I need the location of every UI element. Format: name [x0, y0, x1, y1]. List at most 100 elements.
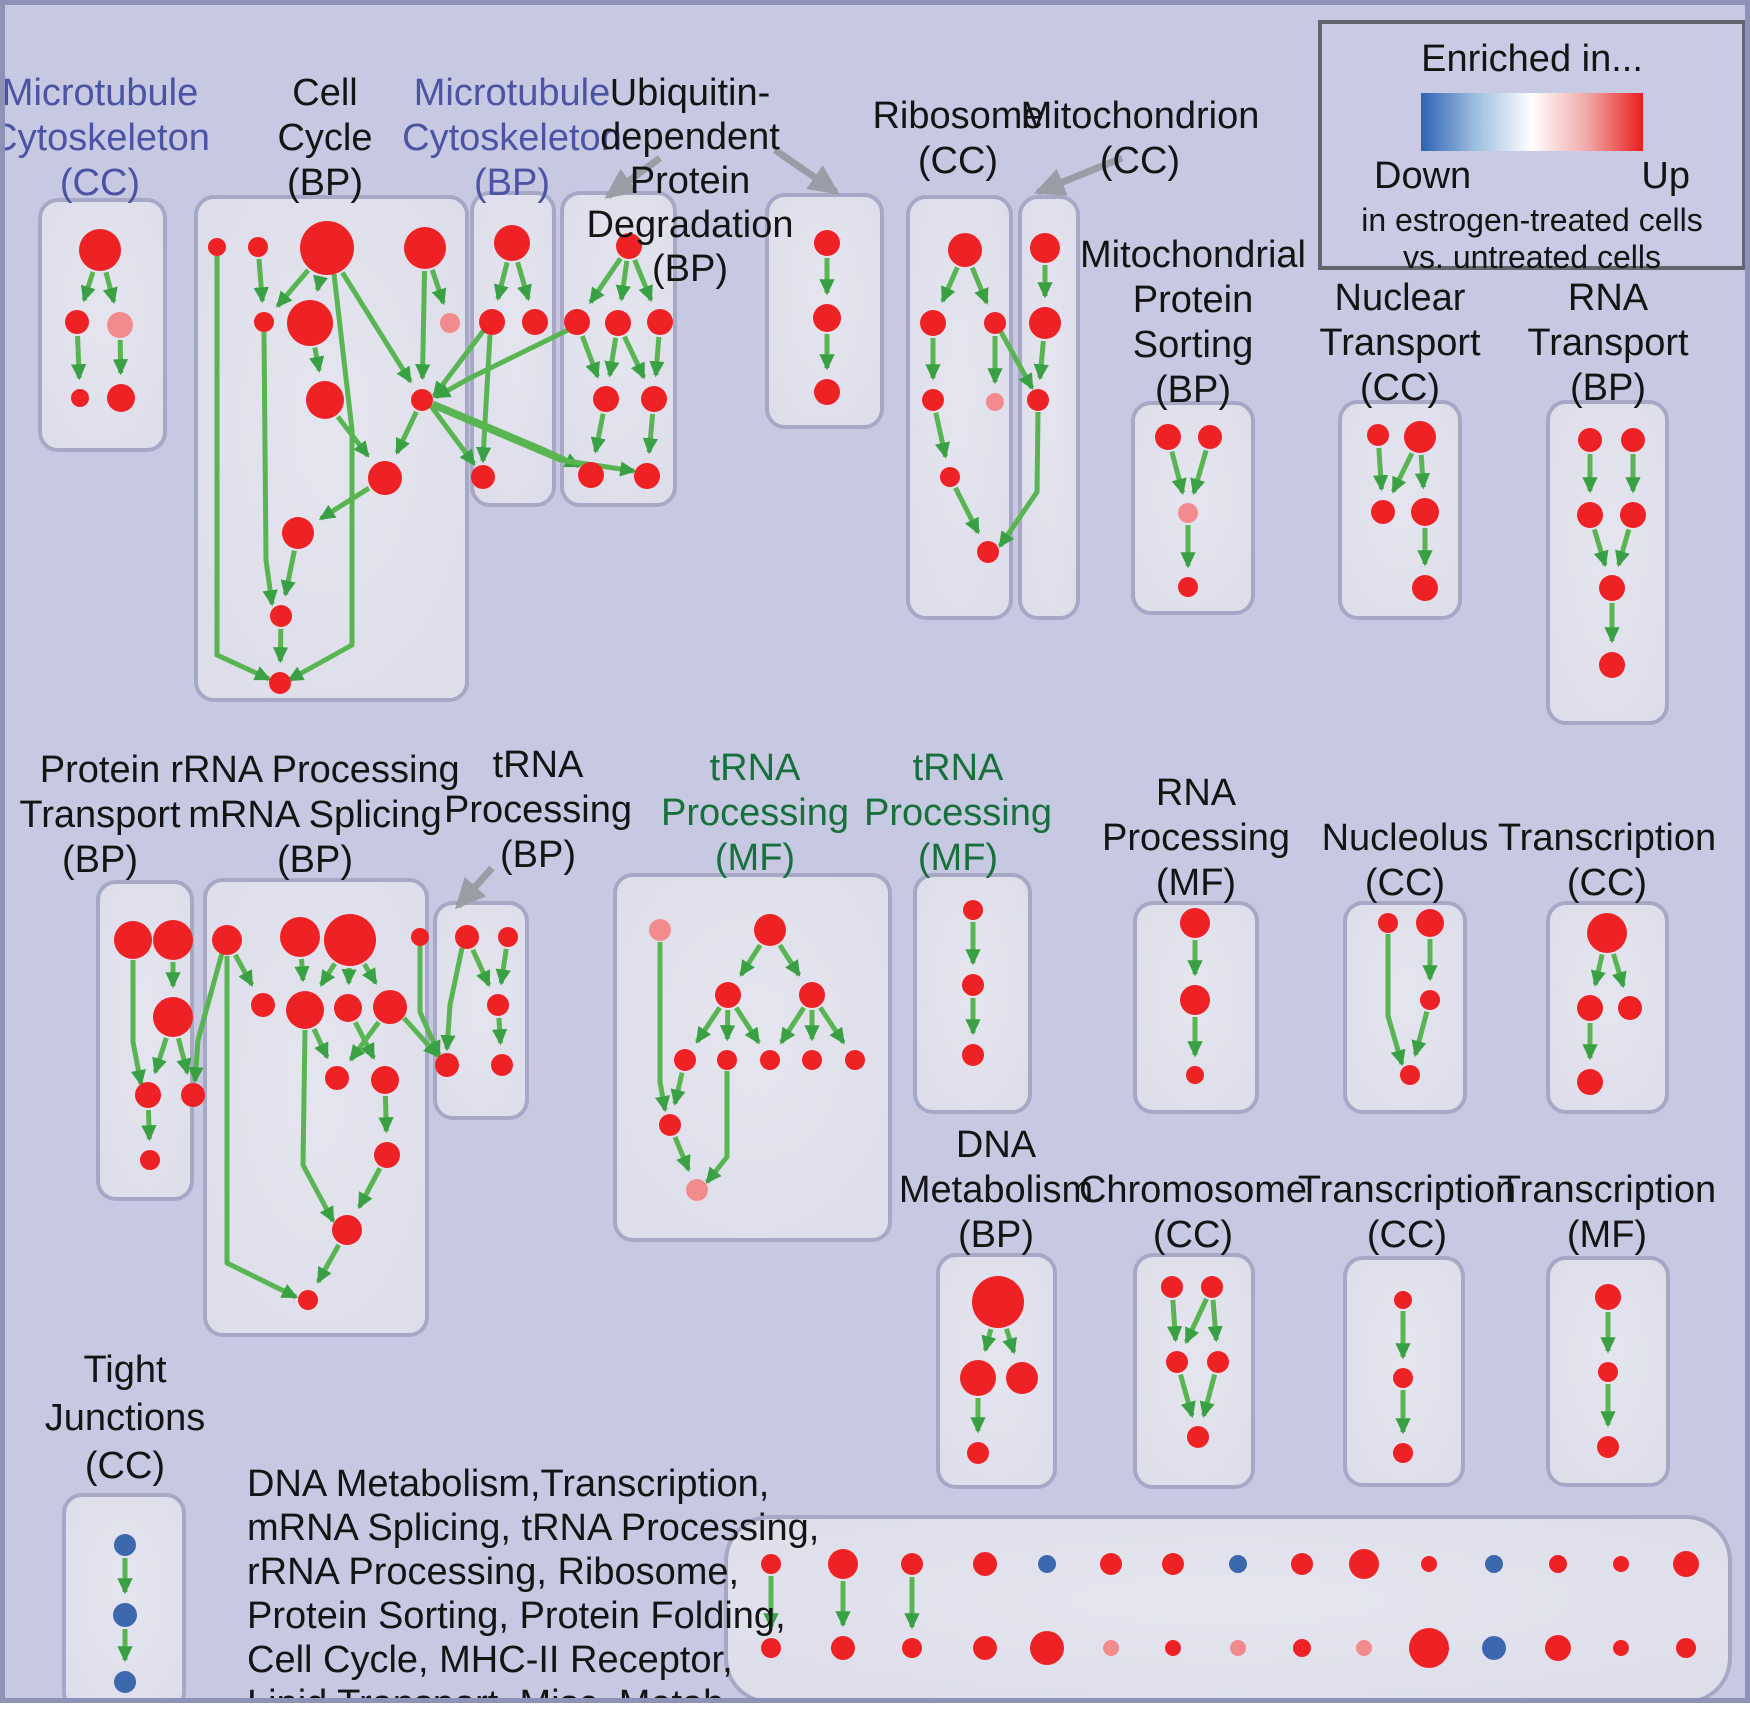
- mitochondrion-label-line-1: (CC): [1100, 140, 1180, 182]
- legend-down-label: Down: [1374, 155, 1472, 197]
- link-rrna-m4-to-trna-bl: [402, 1016, 440, 1058]
- node-cell-cycle-8: [411, 389, 433, 411]
- node-mito-protein-sorting-3: [1178, 577, 1198, 597]
- node-misc-clusters-3: [831, 1636, 855, 1660]
- node-misc-clusters-25: [1545, 1635, 1571, 1661]
- cell-cycle-label-line-0: Cell: [292, 72, 357, 114]
- trna-mf-2-label-line-0: tRNA: [913, 747, 1004, 789]
- node-cell-cycle-5: [287, 300, 333, 346]
- edge-trna-mf-1-2: [695, 1006, 722, 1044]
- node-transcription-mf-0: [1595, 1284, 1621, 1310]
- node-transcription-mf-1: [1598, 1362, 1618, 1382]
- legend-gradient-bar: [1421, 93, 1643, 151]
- node-dna-metabolism-0: [972, 1276, 1024, 1328]
- node-rrna-mrna-3: [411, 928, 429, 946]
- node-ubiquitin-degradation-1-6: [578, 462, 604, 488]
- node-rrna-mrna-9: [371, 1066, 399, 1094]
- node-chromosome-1: [1201, 1276, 1223, 1298]
- node-transcription-cc-1-3: [1577, 1069, 1603, 1095]
- node-trna-mf-1-7: [802, 1050, 822, 1070]
- node-tight-junctions-0: [114, 1534, 136, 1556]
- node-protein-transport-4: [181, 1083, 205, 1107]
- edge-ubiquitin-degradation-1-6: [649, 336, 665, 378]
- edge-microtubule-bp-1: [515, 261, 532, 302]
- node-nuclear-transport-4: [1412, 575, 1438, 601]
- node-ubiquitin-degradation-1-7: [634, 463, 660, 489]
- edge-rrna-mrna-9: [357, 1167, 383, 1210]
- node-misc-clusters-0: [761, 1554, 781, 1574]
- edge-nuclear-transport-1: [1390, 452, 1415, 494]
- edge-chromosome-1: [1184, 1297, 1209, 1345]
- edge-transcription-cc-1-1: [1611, 953, 1627, 989]
- nucleolus-label-line-1: (CC): [1365, 862, 1445, 904]
- edge-trna-mf-1-8: [655, 942, 671, 1113]
- protein-transport-label-line-2: (BP): [62, 839, 138, 881]
- edge-cell-cycle-12: [261, 331, 278, 607]
- node-misc-clusters-22: [1485, 1555, 1503, 1573]
- edge-cell-cycle-2: [275, 268, 311, 308]
- edge-microtubule-cc-2: [71, 335, 87, 381]
- dna-metabolism-label-line-1: Metabolism: [899, 1169, 1093, 1211]
- node-cell-cycle-7: [306, 381, 344, 419]
- node-dna-metabolism-2: [1006, 1362, 1038, 1394]
- edge-cell-cycle-9: [394, 410, 419, 455]
- node-ubiquitin-degradation-1-3: [647, 309, 673, 335]
- node-ribosome-6: [977, 541, 999, 563]
- node-cell-cycle-9: [368, 461, 402, 495]
- edge-ubiquitin-degradation-1-4: [604, 337, 620, 378]
- mito-protein-sorting-label-line-3: (BP): [1155, 369, 1231, 411]
- node-trna-mf-1-5: [717, 1050, 737, 1070]
- link-cellcycle-hub-to-ubiq-bottom-right: [432, 403, 637, 477]
- nuclear-transport-label-line-1: Transport: [1319, 322, 1481, 364]
- node-misc-clusters-11: [1103, 1640, 1119, 1656]
- cluster-box-mitochondrion: [1018, 195, 1080, 620]
- node-microtubule-cc-4: [107, 384, 135, 412]
- node-protein-transport-0: [114, 921, 152, 959]
- chromosome-label-line-0: Chromosome: [1079, 1169, 1307, 1211]
- edge-microtubule-cc-1: [102, 271, 118, 305]
- mitochondrion-label-line-0: Mitochondrion: [1021, 95, 1260, 137]
- legend-caption-line1: in estrogen-treated cells: [1361, 202, 1703, 238]
- ribosome-label-line-0: Ribosome: [872, 95, 1043, 137]
- edge-nucleolus-1: [1411, 1010, 1430, 1057]
- tight-junctions-label-line-1: Junctions: [45, 1397, 206, 1439]
- node-transcription-cc-2-2: [1393, 1443, 1413, 1463]
- node-ribosome-2: [984, 312, 1006, 334]
- node-rrna-mrna-0: [212, 925, 242, 955]
- edge-rrna-mrna-4: [361, 962, 378, 985]
- edge-ribosome-0: [940, 266, 960, 304]
- rrna-label-line-1: mRNA Splicing: [188, 794, 441, 836]
- node-protein-transport-5: [140, 1150, 160, 1170]
- node-misc-clusters-5: [902, 1638, 922, 1658]
- link-mito-to-ribosome-bottom: [997, 411, 1041, 548]
- edge-rrna-mrna-0: [233, 953, 255, 987]
- node-cell-cycle-4: [254, 312, 274, 332]
- node-trna-mf-1-1: [754, 914, 786, 946]
- node-mito-protein-sorting-0: [1155, 424, 1181, 450]
- edge-cell-cycle-11: [280, 550, 297, 597]
- node-mitochondrion-0: [1030, 233, 1060, 263]
- node-chromosome-3: [1207, 1351, 1229, 1373]
- nucleolus-label-line-0: Nucleolus: [1322, 817, 1489, 859]
- misc-cluster-list-line-4: Cell Cycle, MHC-II Receptor,: [247, 1639, 733, 1681]
- node-rna-mf-0: [1180, 908, 1210, 938]
- edge-trna-bp-2: [491, 1017, 508, 1046]
- node-transcription-cc-2-1: [1393, 1368, 1413, 1388]
- node-rna-mf-1: [1180, 985, 1210, 1015]
- edge-ubiquitin-degradation-1-0: [588, 256, 623, 305]
- protein-transport-label-line-0: Protein: [40, 749, 160, 791]
- edge-trna-mf-1-7: [818, 1006, 846, 1045]
- node-ribosome-1: [920, 310, 946, 336]
- edge-rrna-mrna-10: [300, 1029, 336, 1224]
- node-misc-clusters-15: [1230, 1640, 1246, 1656]
- node-chromosome-4: [1187, 1426, 1209, 1448]
- node-misc-clusters-20: [1421, 1556, 1437, 1572]
- edge-trna-bp-3: [440, 947, 465, 1052]
- node-protein-transport-2: [153, 997, 193, 1037]
- edge-nuclear-transport-2: [1414, 454, 1431, 490]
- node-cell-cycle-12: [269, 672, 291, 694]
- edge-protein-transport-3: [176, 1037, 192, 1075]
- link-ribosome-to-mito-node: [998, 330, 1035, 391]
- node-cell-cycle-10: [282, 517, 314, 549]
